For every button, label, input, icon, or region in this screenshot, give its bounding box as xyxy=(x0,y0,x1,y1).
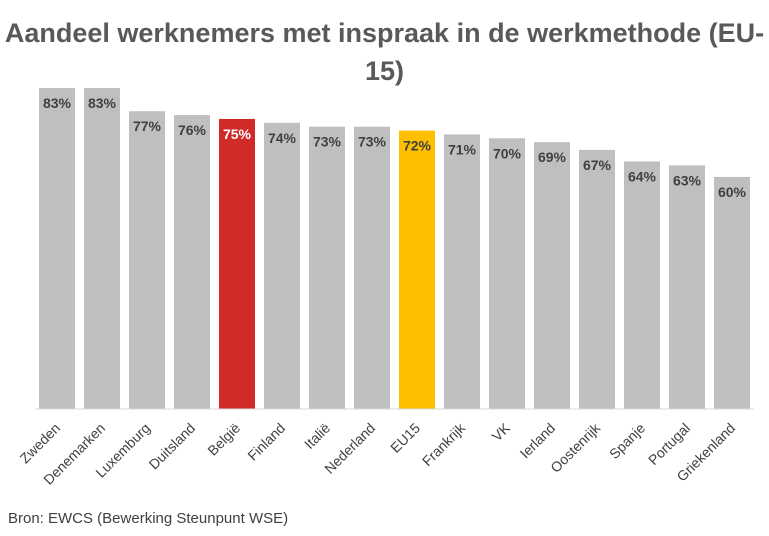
bar-griekenland xyxy=(714,176,750,409)
bar-duitsland xyxy=(174,115,210,409)
category-label-spanje: Spanje xyxy=(606,420,648,462)
category-label-finland: Finland xyxy=(244,420,288,464)
value-label-oostenrijk: 67% xyxy=(583,157,612,173)
category-label-frankrijk: Frankrijk xyxy=(419,419,469,469)
category-label-ierland: Ierland xyxy=(517,420,559,462)
source-note: Bron: EWCS (Bewerking Steunpunt WSE) xyxy=(8,510,289,527)
value-label-frankrijk: 71% xyxy=(448,141,477,157)
bar-denemarken xyxy=(84,88,120,409)
category-label-belgie: België xyxy=(204,420,243,459)
bar-frankrijk xyxy=(444,134,480,409)
value-label-belgie: 75% xyxy=(223,126,252,142)
bar-spanje xyxy=(624,161,660,409)
category-label-eu15: EU15 xyxy=(387,420,423,456)
category-label-vk: VK xyxy=(489,419,514,444)
bar-portugal xyxy=(669,165,705,409)
bar-vk xyxy=(489,138,525,410)
bar-zweden xyxy=(39,88,75,409)
value-label-luxemburg: 77% xyxy=(133,118,162,134)
value-label-duitsland: 76% xyxy=(178,122,207,138)
bar-finland xyxy=(264,122,300,410)
category-label-duitsland: Duitsland xyxy=(146,420,199,473)
value-label-griekenland: 60% xyxy=(718,184,747,200)
chart-title: Aandeel werknemers met inspraak in de we… xyxy=(4,18,765,86)
bar-italie xyxy=(309,126,345,410)
value-labels-group: 83% 83% 77% 76% 75% 74% 73% 73% 72% 71% 70% 69% 67% 6… xyxy=(43,95,747,200)
value-label-nederland: 73% xyxy=(358,134,387,150)
bar-nederland xyxy=(354,126,390,410)
value-label-zweden: 83% xyxy=(43,95,72,111)
value-label-ierland: 69% xyxy=(538,149,567,165)
category-label-oostenrijk: Oostenrijk xyxy=(547,419,604,476)
bars-group xyxy=(39,88,750,410)
bar-eu15 xyxy=(399,130,435,409)
bar-ierland xyxy=(534,142,570,409)
value-label-finland: 74% xyxy=(268,130,297,146)
value-label-eu15: 72% xyxy=(403,138,432,154)
value-label-italie: 73% xyxy=(313,134,342,150)
category-label-italie: Italië xyxy=(301,420,333,452)
value-label-denemarken: 83% xyxy=(88,95,117,111)
value-label-vk: 70% xyxy=(493,145,522,161)
bar-oostenrijk xyxy=(579,149,615,409)
value-label-spanje: 64% xyxy=(628,168,657,184)
bar-belgie xyxy=(219,118,255,409)
value-label-portugal: 63% xyxy=(673,172,702,188)
bar-luxemburg xyxy=(129,111,165,409)
